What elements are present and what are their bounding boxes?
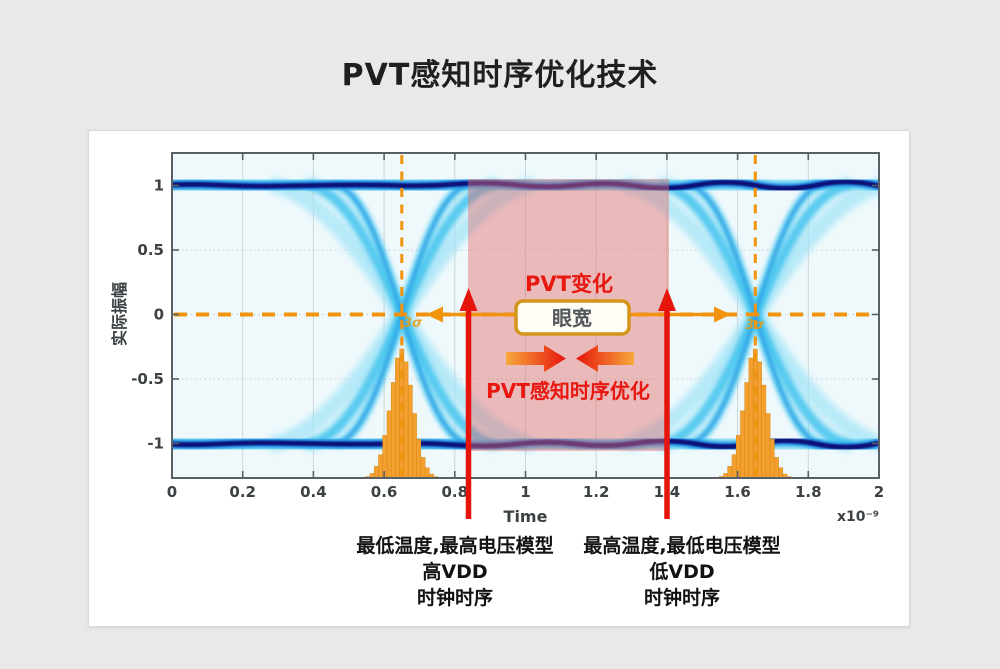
axis-ticks (171, 154, 880, 477)
y-tick-label: 0 (154, 306, 164, 324)
x-axis-title: Time (504, 507, 548, 526)
optimization-arrow-left-icon (506, 345, 566, 372)
histogram-bar (407, 384, 413, 478)
x-tick-label: 1.8 (795, 483, 822, 501)
histogram-bar (761, 384, 767, 478)
note-line: 时钟时序 (643, 587, 720, 609)
arrowhead-left-icon (426, 306, 443, 323)
x-tick-label: 0.2 (229, 483, 256, 501)
note-line: 最低温度,最高电压模型 (356, 535, 554, 557)
histogram-bar (731, 454, 737, 478)
histogram-bar (769, 439, 775, 478)
page-title: PVT感知时序优化技术 (341, 58, 659, 93)
histogram-bar (782, 473, 788, 478)
histogram-bar (373, 466, 379, 478)
eye-width-arrow: 眼宽 (426, 299, 731, 336)
histogram-bar (744, 382, 750, 478)
x-tick-label: 1 (520, 483, 530, 501)
x-tick-label: 1.6 (724, 483, 751, 501)
note-line: 时钟时序 (416, 587, 493, 609)
corner-model-arrows (459, 288, 676, 519)
histogram-bar (778, 467, 784, 478)
note-right: 最高温度,最低电压模型 低VDD 时钟时序 (547, 533, 817, 611)
optimization-arrow-right-icon (576, 345, 634, 372)
figure-card: 3σ 3σ 眼宽 PVT变化 PVT感知时序优化 0 0.2 0.4 0.6 0.8 1 1… (88, 130, 910, 627)
note-left: 最低温度,最高电压模型 高VDD 时钟时序 (320, 533, 590, 611)
histogram-bar (765, 413, 771, 478)
eye-diagram-figure: 3σ 3σ 眼宽 PVT变化 PVT感知时序优化 0 0.2 0.4 0.6 0.8 1 1… (110, 152, 884, 526)
x-tick-label: 2 (874, 483, 884, 501)
pvt-optimization-label: PVT感知时序优化 (486, 379, 650, 403)
histogram-bar (386, 410, 392, 478)
x-tick-label: 0.6 (371, 483, 398, 501)
plot-area: 3σ 3σ 眼宽 PVT变化 PVT感知时序优化 (172, 153, 879, 478)
crossing-histograms (365, 348, 792, 478)
eye-width-box (514, 299, 631, 336)
histogram-bar (727, 466, 733, 478)
histogram-bar (420, 457, 426, 478)
eye-width-label: 眼宽 (552, 306, 592, 330)
eye-core-rail (172, 179, 879, 191)
histogram-bar (429, 473, 434, 478)
arrowhead-right-icon (714, 306, 731, 323)
histogram-bar (774, 457, 779, 478)
red-up-arrow-right-icon (658, 288, 676, 519)
y-axis-title: 实际振幅 (110, 282, 129, 346)
x-tick-label: 0 (167, 483, 177, 501)
sigma-label-left: 3σ (403, 316, 423, 331)
y-tick-label: -1 (147, 435, 164, 453)
histogram-bar (412, 413, 417, 478)
histogram-bar (748, 357, 754, 478)
histogram-bar (403, 361, 409, 478)
red-up-arrow-left-icon (459, 288, 478, 519)
sigma-label-right: 3σ (745, 318, 765, 333)
histogram-bar (757, 361, 762, 478)
histogram-bar (395, 357, 400, 478)
y-tick-label: 0.5 (137, 241, 164, 259)
histogram-bar (378, 454, 383, 478)
x-tick-label: 0.4 (300, 483, 327, 501)
histogram-bar (416, 439, 422, 478)
axis-frame (171, 152, 880, 479)
y-tick-label: 1 (154, 177, 164, 195)
dashed-guides (174, 155, 877, 476)
note-line: 低VDD (649, 561, 715, 583)
x-tick-label: 0.8 (442, 483, 469, 501)
histogram-bar (390, 382, 396, 478)
histogram-bar (424, 467, 430, 478)
note-line: 最高温度,最低电压模型 (583, 535, 781, 557)
y-tick-label: -0.5 (131, 370, 164, 388)
note-line: 高VDD (422, 561, 488, 583)
x-tick-label: 1.2 (583, 483, 610, 501)
pvt-variation-label: PVT变化 (525, 272, 613, 296)
histogram-bar (740, 410, 745, 478)
x-axis-unit: x10⁻⁹ (837, 509, 879, 525)
